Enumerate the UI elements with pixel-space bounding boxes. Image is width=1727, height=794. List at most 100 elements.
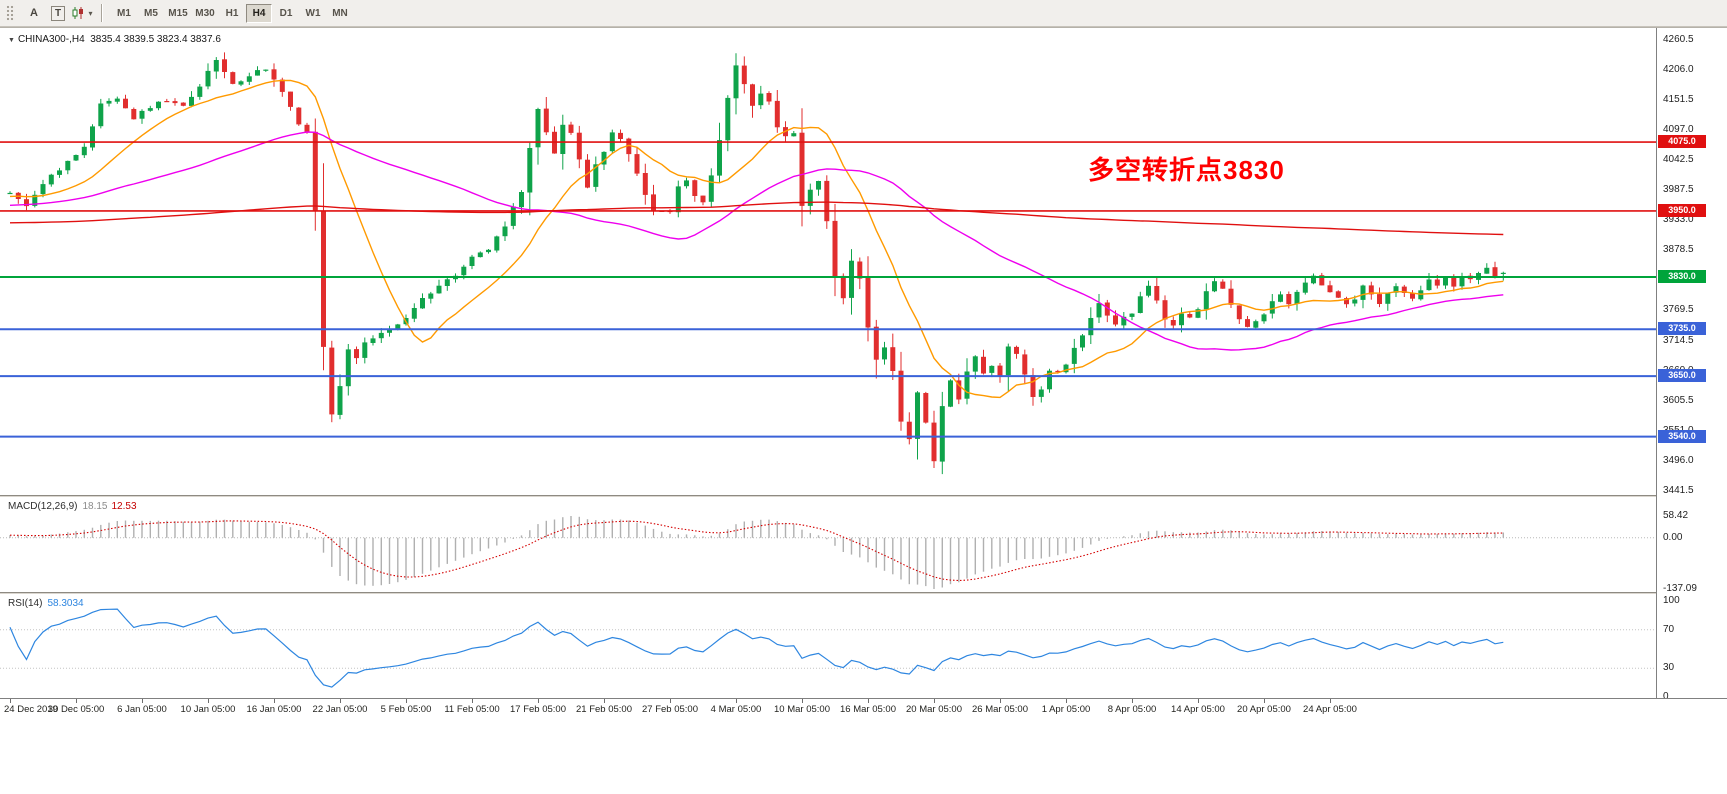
rsi-label: RSI(14) 58.3034 — [8, 598, 84, 609]
time-axis-label: 24 Apr 05:00 — [1303, 704, 1357, 715]
price-axis-label: 4206.0 — [1663, 64, 1694, 75]
chart-type-dropdown[interactable]: ▾ — [71, 3, 93, 23]
rsi-name: RSI(14) — [8, 598, 43, 609]
macd-panel-canvas[interactable] — [0, 498, 1656, 592]
time-tick — [1066, 699, 1067, 703]
text-tool-button[interactable]: T — [47, 3, 69, 23]
macd-axis-label: 0.00 — [1663, 532, 1683, 543]
price-axis-label: 3933.0 — [1663, 214, 1694, 225]
tf-button-d1[interactable]: D1 — [279, 7, 293, 19]
time-tick — [538, 699, 539, 703]
time-tick — [274, 699, 275, 703]
time-tick — [208, 699, 209, 703]
candlestick-icon — [72, 7, 84, 19]
time-axis-label: 20 Apr 05:00 — [1237, 704, 1291, 715]
time-axis-label: 14 Apr 05:00 — [1171, 704, 1225, 715]
time-tick — [1198, 699, 1199, 703]
time-axis-label: 17 Feb 05:00 — [510, 704, 566, 715]
time-axis-label: 27 Feb 05:00 — [642, 704, 698, 715]
main-chart-canvas[interactable] — [0, 28, 1656, 495]
timeframe-group: M1 M5 M15 M30 H1 H4 D1 W1 MN — [111, 3, 353, 23]
macd-axis-label: 58.42 — [1663, 510, 1689, 521]
time-tick — [406, 699, 407, 703]
time-tick — [1264, 699, 1265, 703]
time-tick — [1132, 699, 1133, 703]
chart-toolbar: A T ▾ M1 M5 M15 M30 H1 H4 D1 W1 MN — [0, 0, 1727, 27]
time-tick — [604, 699, 605, 703]
tf-button-m15[interactable]: M15 — [168, 7, 188, 19]
tf-button-m5[interactable]: M5 — [144, 7, 158, 19]
macd-axis-label: -137.09 — [1663, 583, 1697, 594]
time-axis-label: 16 Mar 05:00 — [840, 704, 896, 715]
time-axis-label: 4 Mar 05:00 — [710, 704, 762, 715]
level-price-tag: 3650.0 — [1658, 369, 1706, 382]
tf-button-h1[interactable]: H1 — [225, 7, 239, 19]
time-axis-label: 11 Feb 05:00 — [444, 704, 500, 715]
time-tick — [472, 699, 473, 703]
level-price-tag: 3540.0 — [1658, 430, 1706, 443]
tf-button-mn[interactable]: MN — [332, 7, 348, 19]
tf-button-m1[interactable]: M1 — [117, 7, 131, 19]
level-price-tag: 4075.0 — [1658, 135, 1706, 148]
time-axis-label: 10 Jan 05:00 — [180, 704, 236, 715]
time-tick — [10, 699, 11, 703]
time-tick — [340, 699, 341, 703]
toolbar-separator — [101, 4, 103, 22]
rsi-axis-label: 100 — [1663, 595, 1680, 606]
price-axis-label: 3441.5 — [1663, 485, 1694, 496]
price-axis-label: 4097.0 — [1663, 124, 1694, 135]
cursor-tool-button[interactable]: A — [30, 7, 38, 19]
time-axis-label: 22 Jan 05:00 — [312, 704, 368, 715]
level-price-tag: 3830.0 — [1658, 270, 1706, 283]
time-axis[interactable]: 24 Dec 2019 30 Dec 05:00 6 Jan 05:00 10 Jan… — [0, 698, 1727, 717]
level-price-tag: 3735.0 — [1658, 322, 1706, 335]
price-axis-label: 3769.5 — [1663, 304, 1694, 315]
macd-name: MACD(12,26,9) — [8, 501, 78, 512]
rsi-axis-label: 70 — [1663, 624, 1675, 635]
price-axis-label: 3496.0 — [1663, 455, 1694, 466]
time-axis-label: 21 Feb 05:00 — [576, 704, 632, 715]
panel-separator[interactable] — [0, 592, 1727, 595]
rsi-value: 58.3034 — [47, 598, 84, 609]
chevron-down-icon: ▾ — [88, 8, 93, 18]
time-tick — [736, 699, 737, 703]
macd-signal-value: 12.53 — [111, 501, 137, 512]
time-axis-label: 16 Jan 05:00 — [246, 704, 302, 715]
price-axis-label: 3605.5 — [1663, 395, 1694, 406]
toolbar-grip[interactable] — [6, 5, 15, 21]
symbol-ohlc-values: 3835.4 3839.5 3823.4 3837.6 — [90, 34, 221, 45]
time-axis-label: 10 Mar 05:00 — [774, 704, 830, 715]
price-axis[interactable]: 4260.5 4206.0 4151.5 4097.0 4042.5 3987.5 3933… — [1656, 28, 1727, 702]
tf-button-w1[interactable]: W1 — [305, 7, 321, 19]
panel-separator[interactable] — [0, 495, 1727, 498]
symbol-marker-icon: ▼ — [8, 37, 15, 44]
chart-top-border — [0, 27, 1727, 28]
rsi-axis-label: 0 — [1663, 691, 1669, 702]
rsi-panel-canvas[interactable] — [0, 595, 1656, 698]
time-tick — [76, 699, 77, 703]
tf-button-h4[interactable]: H4 — [246, 3, 272, 23]
time-tick — [934, 699, 935, 703]
time-axis-label: 26 Mar 05:00 — [972, 704, 1028, 715]
time-tick — [802, 699, 803, 703]
tf-button-m30[interactable]: M30 — [195, 7, 215, 19]
time-axis-label: 6 Jan 05:00 — [117, 704, 167, 715]
time-axis-label: 30 Dec 05:00 — [47, 704, 105, 715]
level-price-tag: 3950.0 — [1658, 204, 1706, 217]
price-axis-label: 3878.5 — [1663, 244, 1694, 255]
time-tick — [142, 699, 143, 703]
time-tick — [1330, 699, 1331, 703]
time-axis-label: 20 Mar 05:00 — [906, 704, 962, 715]
chart-annotation[interactable]: 多空转折点3830 — [1088, 155, 1285, 185]
price-axis-label: 3987.5 — [1663, 184, 1694, 195]
text-tool-label: T — [50, 5, 66, 21]
time-tick — [1000, 699, 1001, 703]
time-axis-label: 8 Apr 05:00 — [1107, 704, 1157, 715]
time-axis-label: 1 Apr 05:00 — [1041, 704, 1091, 715]
price-axis-label: 4260.5 — [1663, 34, 1694, 45]
macd-label: MACD(12,26,9) 18.15 12.53 — [8, 501, 137, 512]
time-axis-label: 24 Dec 2019 — [4, 704, 58, 715]
macd-main-value: 18.15 — [82, 501, 108, 512]
price-axis-label: 3714.5 — [1663, 335, 1694, 346]
